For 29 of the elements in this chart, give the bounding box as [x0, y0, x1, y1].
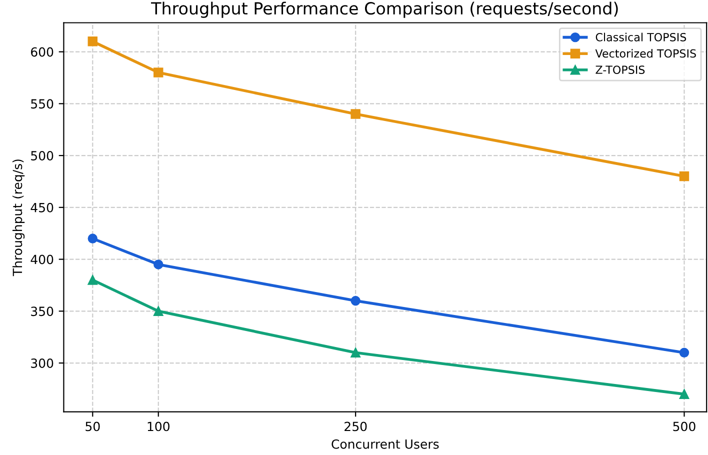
point	[350, 109, 360, 119]
point	[88, 275, 98, 285]
y-tick-label: 500	[31, 151, 54, 160]
y-axis-title: Throughput (req/s)	[12, 160, 25, 276]
point	[88, 36, 98, 46]
point	[154, 260, 164, 270]
y-tick-label: 450	[30, 202, 54, 212]
x-axis-title: Concurrent Users	[332, 439, 439, 449]
point	[154, 68, 164, 78]
point	[350, 348, 360, 358]
y-tick-label: 350	[31, 306, 54, 316]
x-tick-label: 50	[86, 422, 100, 432]
y-tick-label: 550	[31, 99, 54, 109]
point	[679, 389, 690, 399]
x-tick-label: 100	[148, 422, 170, 432]
point	[350, 296, 360, 306]
point	[88, 234, 98, 244]
point	[679, 171, 690, 182]
point	[679, 348, 690, 358]
legend-label: Z-TOPSIS	[596, 66, 645, 74]
legend-label: Classical TOPSIS	[596, 32, 686, 42]
legend-label: Vectorized TOPSIS	[595, 49, 696, 58]
point	[154, 306, 164, 316]
y-tick-label: 400	[30, 254, 54, 264]
y-tick-label: 600	[31, 47, 54, 57]
chart-title: Throughput Performance Comparison (requests/second)	[151, 2, 618, 18]
y-tick-label: 300	[31, 358, 54, 368]
x-tick-label: 500	[673, 422, 696, 432]
x-tick-label: 250	[344, 422, 367, 432]
